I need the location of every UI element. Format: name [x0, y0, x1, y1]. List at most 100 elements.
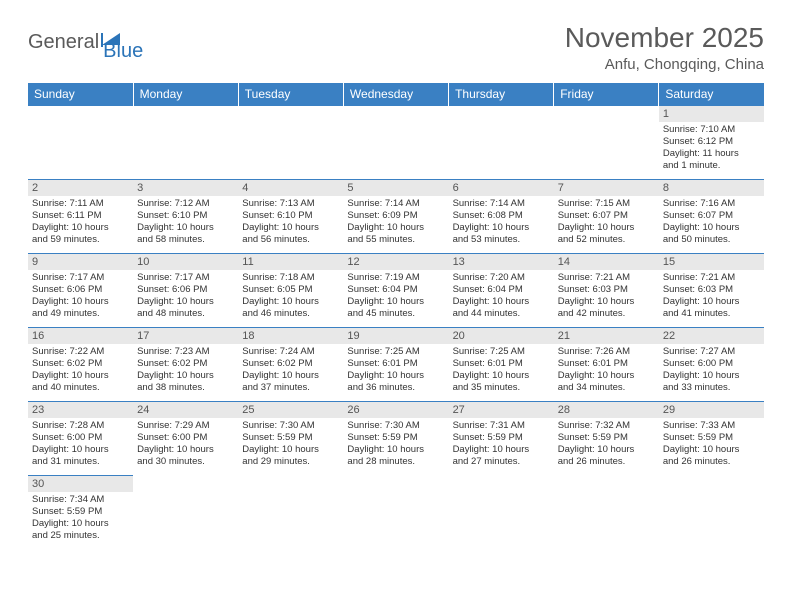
sunrise-text: Sunrise: 7:27 AM — [663, 346, 760, 358]
sunset-text: Sunset: 6:00 PM — [663, 358, 760, 370]
daylight-text: Daylight: 10 hours — [137, 222, 234, 234]
calendar-week-row: 23Sunrise: 7:28 AMSunset: 6:00 PMDayligh… — [28, 402, 764, 476]
daylight-text: Daylight: 10 hours — [663, 370, 760, 382]
day-number: 21 — [554, 328, 659, 344]
daylight-text: and 46 minutes. — [242, 308, 339, 320]
calendar-empty-cell — [554, 106, 659, 180]
calendar-day-cell: 3 Sunrise: 7:12 AMSunset: 6:10 PMDaylight… — [133, 180, 238, 254]
daylight-text: and 34 minutes. — [558, 382, 655, 394]
daylight-text: and 52 minutes. — [558, 234, 655, 246]
sunset-text: Sunset: 6:00 PM — [32, 432, 129, 444]
daylight-text: and 30 minutes. — [137, 456, 234, 468]
sunset-text: Sunset: 5:59 PM — [453, 432, 550, 444]
calendar-day-cell: 18 Sunrise: 7:24 AMSunset: 6:02 PMDayligh… — [238, 328, 343, 402]
weekday-header: Sunday — [28, 83, 133, 106]
day-number: 3 — [133, 180, 238, 196]
daylight-text: and 29 minutes. — [242, 456, 339, 468]
daylight-text: Daylight: 10 hours — [242, 370, 339, 382]
daylight-text: and 45 minutes. — [347, 308, 444, 320]
calendar-empty-cell — [554, 476, 659, 550]
daylight-text: and 27 minutes. — [453, 456, 550, 468]
daylight-text: and 56 minutes. — [242, 234, 339, 246]
daylight-text: Daylight: 10 hours — [663, 296, 760, 308]
sunrise-text: Sunrise: 7:18 AM — [242, 272, 339, 284]
daylight-text: Daylight: 10 hours — [663, 222, 760, 234]
sunrise-text: Sunrise: 7:14 AM — [347, 198, 444, 210]
calendar-table: Sunday Monday Tuesday Wednesday Thursday… — [28, 83, 764, 550]
calendar-empty-cell — [238, 476, 343, 550]
day-number: 11 — [238, 254, 343, 270]
sunrise-text: Sunrise: 7:19 AM — [347, 272, 444, 284]
sunset-text: Sunset: 6:01 PM — [347, 358, 444, 370]
calendar-week-row: 2Sunrise: 7:11 AMSunset: 6:11 PMDaylight… — [28, 180, 764, 254]
calendar-day-cell: 12Sunrise: 7:19 AMSunset: 6:04 PMDayligh… — [343, 254, 448, 328]
daylight-text: Daylight: 10 hours — [32, 518, 129, 530]
day-number: 12 — [343, 254, 448, 270]
brand-logo: General Blue — [28, 22, 143, 63]
daylight-text: Daylight: 10 hours — [137, 370, 234, 382]
calendar-day-cell: 20Sunrise: 7:25 AMSunset: 6:01 PMDayligh… — [449, 328, 554, 402]
sunset-text: Sunset: 6:02 PM — [137, 358, 234, 370]
daylight-text: Daylight: 10 hours — [347, 222, 444, 234]
daylight-text: Daylight: 10 hours — [242, 222, 339, 234]
daylight-text: and 26 minutes. — [663, 456, 760, 468]
sunrise-text: Sunrise: 7:13 AM — [242, 198, 339, 210]
sunset-text: Sunset: 6:06 PM — [137, 284, 234, 296]
daylight-text: Daylight: 10 hours — [558, 222, 655, 234]
sunrise-text: Sunrise: 7:31 AM — [453, 420, 550, 432]
sunrise-text: Sunrise: 7:30 AM — [347, 420, 444, 432]
day-number: 17 — [133, 328, 238, 344]
sunset-text: Sunset: 5:59 PM — [663, 432, 760, 444]
day-number: 19 — [343, 328, 448, 344]
sunrise-text: Sunrise: 7:21 AM — [558, 272, 655, 284]
sunset-text: Sunset: 6:10 PM — [137, 210, 234, 222]
sunrise-text: Sunrise: 7:34 AM — [32, 494, 129, 506]
sunrise-text: Sunrise: 7:25 AM — [347, 346, 444, 358]
sunrise-text: Sunrise: 7:23 AM — [137, 346, 234, 358]
day-number: 27 — [449, 402, 554, 418]
daylight-text: and 50 minutes. — [663, 234, 760, 246]
calendar-day-cell: 9Sunrise: 7:17 AMSunset: 6:06 PMDaylight… — [28, 254, 133, 328]
daylight-text: and 59 minutes. — [32, 234, 129, 246]
daylight-text: Daylight: 10 hours — [558, 370, 655, 382]
calendar-empty-cell — [449, 476, 554, 550]
title-box: November 2025 Anfu, Chongqing, China — [565, 22, 764, 73]
day-number: 9 — [28, 254, 133, 270]
daylight-text: Daylight: 10 hours — [663, 444, 760, 456]
sunrise-text: Sunrise: 7:22 AM — [32, 346, 129, 358]
day-number: 2 — [28, 180, 133, 196]
day-number: 5 — [343, 180, 448, 196]
daylight-text: Daylight: 10 hours — [453, 222, 550, 234]
day-number: 29 — [659, 402, 764, 418]
sunset-text: Sunset: 6:07 PM — [663, 210, 760, 222]
daylight-text: and 36 minutes. — [347, 382, 444, 394]
sunset-text: Sunset: 6:10 PM — [242, 210, 339, 222]
sunset-text: Sunset: 6:02 PM — [242, 358, 339, 370]
daylight-text: and 40 minutes. — [32, 382, 129, 394]
daylight-text: and 41 minutes. — [663, 308, 760, 320]
weekday-header: Saturday — [659, 83, 764, 106]
weekday-header: Thursday — [449, 83, 554, 106]
calendar-day-cell: 21Sunrise: 7:26 AMSunset: 6:01 PMDayligh… — [554, 328, 659, 402]
sunset-text: Sunset: 6:01 PM — [558, 358, 655, 370]
sunrise-text: Sunrise: 7:12 AM — [137, 198, 234, 210]
calendar-day-cell: 22Sunrise: 7:27 AMSunset: 6:00 PMDayligh… — [659, 328, 764, 402]
calendar-day-cell: 17 Sunrise: 7:23 AMSunset: 6:02 PMDayligh… — [133, 328, 238, 402]
day-number: 4 — [238, 180, 343, 196]
calendar-day-cell: 11Sunrise: 7:18 AMSunset: 6:05 PMDayligh… — [238, 254, 343, 328]
calendar-day-cell: 2Sunrise: 7:11 AMSunset: 6:11 PMDaylight… — [28, 180, 133, 254]
calendar-body: 1Sunrise: 7:10 AMSunset: 6:12 PMDaylight… — [28, 106, 764, 550]
sunset-text: Sunset: 5:59 PM — [558, 432, 655, 444]
sunrise-text: Sunrise: 7:21 AM — [663, 272, 760, 284]
calendar-day-cell: 7Sunrise: 7:15 AMSunset: 6:07 PMDaylight… — [554, 180, 659, 254]
month-title: November 2025 — [565, 22, 764, 54]
day-number: 16 — [28, 328, 133, 344]
calendar-empty-cell — [343, 106, 448, 180]
sunset-text: Sunset: 6:08 PM — [453, 210, 550, 222]
daylight-text: Daylight: 10 hours — [32, 370, 129, 382]
calendar-day-cell: 25Sunrise: 7:30 AMSunset: 5:59 PMDayligh… — [238, 402, 343, 476]
day-number: 18 — [238, 328, 343, 344]
sunrise-text: Sunrise: 7:24 AM — [242, 346, 339, 358]
daylight-text: Daylight: 10 hours — [347, 370, 444, 382]
brand-part2: Blue — [103, 40, 143, 63]
